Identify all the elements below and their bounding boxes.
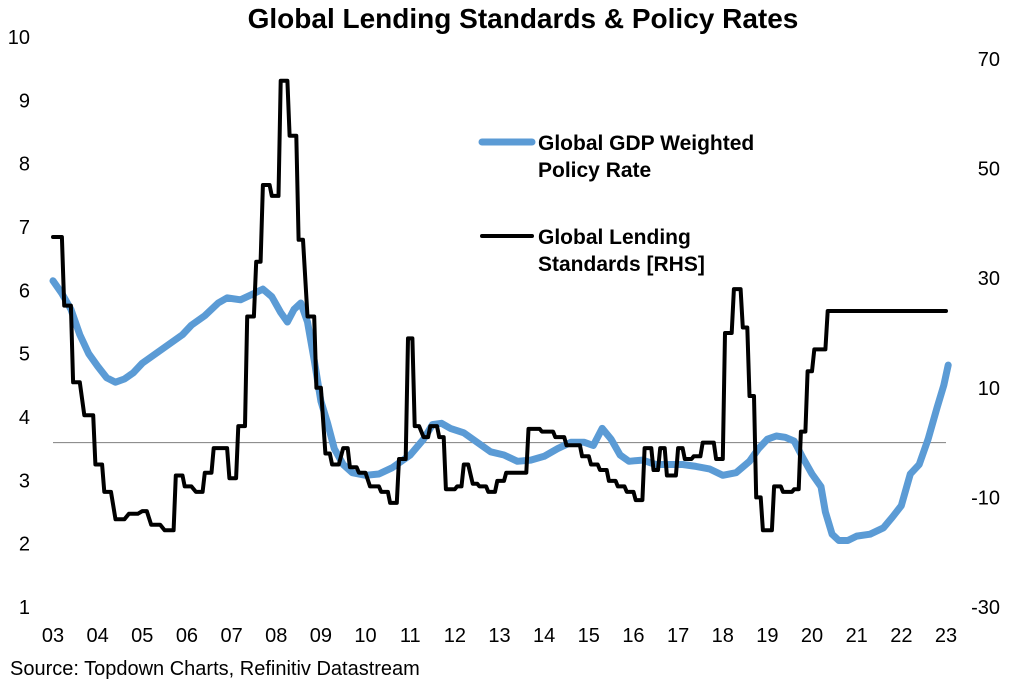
x-tick-label: 04 — [87, 625, 109, 647]
x-tick-label: 13 — [488, 625, 510, 647]
series-layer — [49, 78, 952, 544]
x-tick-label: 07 — [220, 625, 242, 647]
right-tick-label: -10 — [971, 487, 1000, 509]
left-tick-label: 6 — [19, 280, 30, 302]
right-tick-label: -30 — [971, 597, 1000, 619]
left-tick-label: 9 — [19, 90, 30, 112]
x-tick-label: 14 — [533, 625, 555, 647]
x-tick-label: 20 — [801, 625, 823, 647]
right-tick-label: 10 — [978, 378, 1000, 400]
left-tick-label: 1 — [19, 597, 30, 619]
x-tick-label: 22 — [890, 625, 912, 647]
x-axis-ticks: 03 04 05 06 07 08 09 10 11 12 13 14 15 16 17 18 19 20 21 22… — [42, 625, 957, 647]
left-tick-label: 5 — [19, 344, 30, 366]
x-tick-label: 16 — [622, 625, 644, 647]
legend-label: Global Lending — [538, 226, 691, 249]
x-tick-label: 21 — [846, 625, 868, 647]
policy-rate-line — [49, 277, 952, 544]
x-tick-label: 10 — [354, 625, 376, 647]
x-tick-label: 09 — [310, 625, 332, 647]
x-tick-label: 23 — [935, 625, 957, 647]
x-tick-label: 05 — [131, 625, 153, 647]
x-tick-label: 17 — [667, 625, 689, 647]
chart-title: Global Lending Standards & Policy Rates — [248, 3, 799, 34]
left-tick-label: 3 — [19, 470, 30, 492]
left-tick-label: 4 — [19, 407, 30, 429]
left-tick-label: 2 — [19, 534, 30, 556]
right-tick-label: 50 — [978, 159, 1000, 181]
left-tick-label: 7 — [19, 217, 30, 239]
x-tick-label: 15 — [578, 625, 600, 647]
left-axis-ticks: 1 2 3 4 5 6 7 8 9 10 — [8, 27, 30, 619]
legend-label: Standards [RHS] — [538, 253, 705, 276]
left-tick-label: 10 — [8, 27, 30, 49]
lending-standards-line — [51, 78, 948, 533]
x-tick-label: 18 — [712, 625, 734, 647]
right-axis-ticks: -30 -10 10 30 50 70 — [971, 49, 1000, 619]
source-note: Source: Topdown Charts, Refinitiv Datast… — [10, 658, 420, 680]
right-tick-label: 30 — [978, 268, 1000, 290]
x-tick-label: 19 — [756, 625, 778, 647]
x-tick-label: 12 — [444, 625, 466, 647]
legend-label: Global GDP Weighted — [538, 132, 754, 155]
left-tick-label: 8 — [19, 154, 30, 176]
legend: Global GDP Weighted Policy Rate Global Len… — [478, 132, 754, 276]
x-tick-label: 08 — [265, 625, 287, 647]
right-tick-label: 70 — [978, 49, 1000, 71]
x-tick-label: 03 — [42, 625, 64, 647]
legend-label: Policy Rate — [538, 159, 651, 182]
x-tick-label: 06 — [176, 625, 198, 647]
x-tick-label: 11 — [400, 625, 421, 647]
